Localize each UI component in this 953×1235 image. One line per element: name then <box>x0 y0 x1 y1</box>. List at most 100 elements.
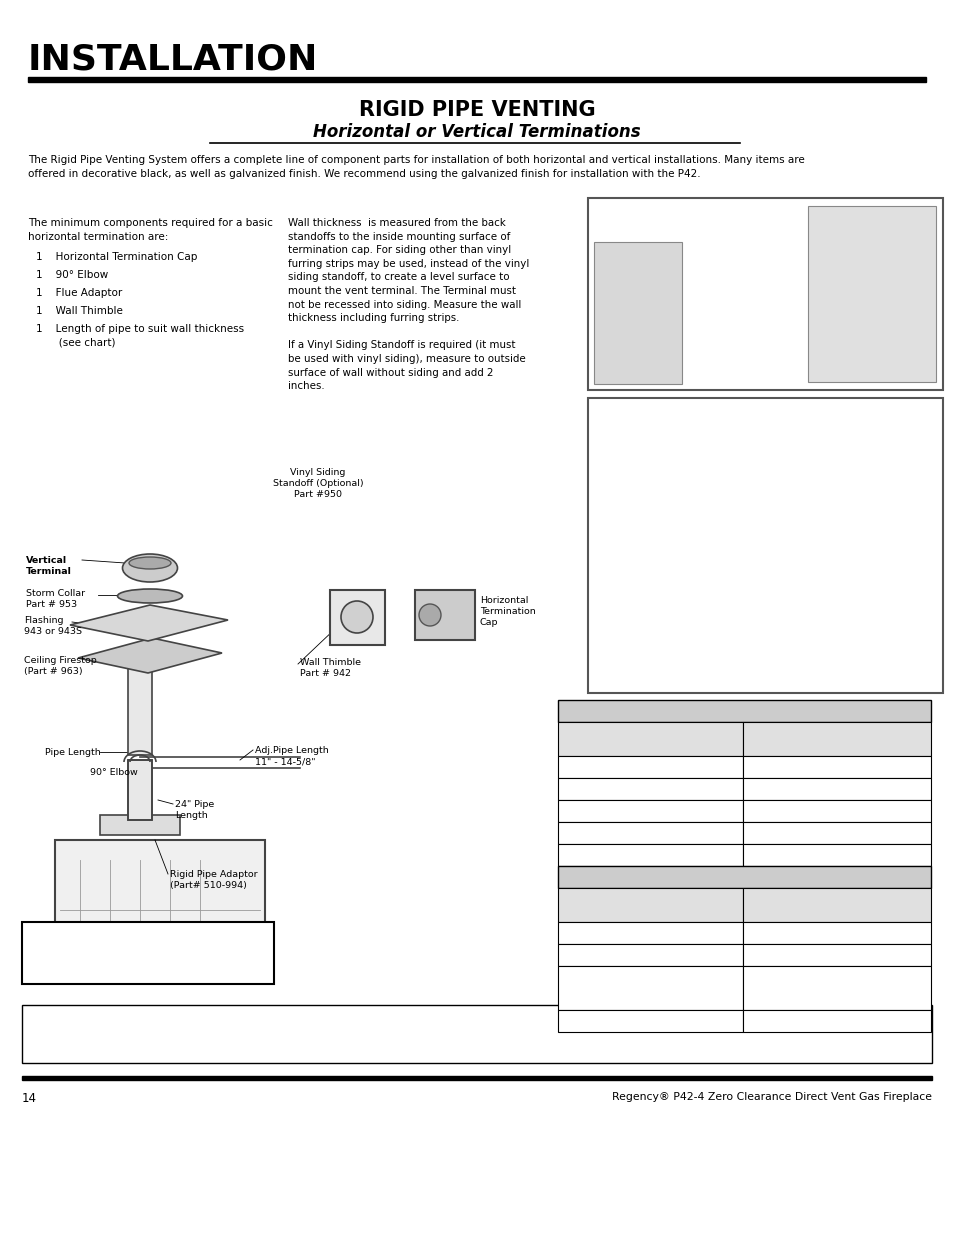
Text: 17" - 24" Adj. Pipe: 17" - 24" Adj. Pipe <box>791 948 882 958</box>
Bar <box>22 1076 931 1079</box>
Text: When using Rigid Vent other than
Simpson Dura-Vent, 3 screws must be
used to sec: When using Rigid Vent other than Simpson… <box>41 930 254 967</box>
Bar <box>587 198 942 390</box>
Text: Flashing
943 or 943S: Flashing 943 or 943S <box>24 616 82 636</box>
Bar <box>330 590 385 645</box>
Text: 1    Length of pipe to suit wall thickness
       (see chart): 1 Length of pipe to suit wall thickness … <box>36 324 244 347</box>
Polygon shape <box>78 638 222 673</box>
Text: Storm Collar
Part # 953: Storm Collar Part # 953 <box>26 589 85 609</box>
Text: 15"  -  23-1/2": 15" - 23-1/2" <box>615 848 685 858</box>
Text: Wall Thickness
(inches): Wall Thickness (inches) <box>608 892 692 914</box>
Bar <box>742 844 930 866</box>
Text: INSTALLATION: INSTALLATION <box>28 42 318 77</box>
Bar <box>742 1010 930 1032</box>
Bar <box>415 590 475 640</box>
Text: 4"   -   5-1/2": 4" - 5-1/2" <box>618 760 682 769</box>
Bar <box>558 844 742 866</box>
Bar <box>128 760 152 820</box>
Text: Alternate:
Horizontal
Riser Vent
Terminal
Part# 640-530/P: Alternate: Horizontal Riser Vent Termina… <box>596 261 667 314</box>
Bar <box>807 206 935 382</box>
Text: 24" Pipe
Length: 24" Pipe Length <box>174 800 214 820</box>
Text: 1    Flue Adaptor: 1 Flue Adaptor <box>36 288 122 298</box>
Text: 90° Elbow: 90° Elbow <box>90 768 137 777</box>
Bar <box>742 800 930 823</box>
Bar <box>128 655 152 755</box>
Bar <box>742 756 930 778</box>
Bar <box>128 760 152 820</box>
Bar <box>558 823 742 844</box>
Text: 14: 14 <box>22 1092 37 1105</box>
Text: 10"  -  11-1/2": 10" - 11-1/2" <box>615 804 685 814</box>
Text: Adj.Pipe Length
11" - 14-5/8": Adj.Pipe Length 11" - 14-5/8" <box>254 746 329 766</box>
Text: 1    Wall Thimble: 1 Wall Thimble <box>36 306 123 316</box>
Text: WARNING:: WARNING: <box>596 410 665 424</box>
Text: 7-1/4"  -   8-3/4": 7-1/4" - 8-3/4" <box>610 969 690 981</box>
Bar <box>558 756 742 778</box>
Bar <box>558 722 742 756</box>
Text: Rigid Pipe Adaptor
(Part# 510-994): Rigid Pipe Adaptor (Part# 510-994) <box>170 869 257 890</box>
Bar <box>558 923 742 944</box>
Text: The minimum components required for a basic
horizontal termination are:: The minimum components required for a ba… <box>28 219 273 242</box>
Text: Wall Thimble
Part # 942: Wall Thimble Part # 942 <box>299 658 360 678</box>
Text: Do not combine venting components from
different venting systems.

However use o: Do not combine venting components from d… <box>596 430 833 620</box>
Text: 6" + 12"
9" + 9": 6" + 12" 9" + 9" <box>815 969 858 993</box>
Bar <box>742 823 930 844</box>
Text: 9": 9" <box>831 782 841 792</box>
Text: 11" - 14-5/8" Adj. Pipe: 11" - 14-5/8" Adj. Pipe <box>781 926 891 936</box>
Bar <box>28 77 925 82</box>
Text: The FPI AstroCap™ and FPI Riser Vent terminal are certified for installations us: The FPI AstroCap™ and FPI Riser Vent ter… <box>26 1010 669 1044</box>
Bar <box>558 700 930 722</box>
Text: 3-1/4"  -   6-3/4": 3-1/4" - 6-3/4" <box>610 926 690 936</box>
Text: 6" + 9": 6" + 9" <box>818 1014 855 1024</box>
Bar <box>22 1005 931 1063</box>
Ellipse shape <box>117 589 182 603</box>
Polygon shape <box>70 605 228 641</box>
Text: 7-3/4"  -  16-1/4": 7-3/4" - 16-1/4" <box>608 948 692 958</box>
Bar <box>742 888 930 923</box>
Text: Alternate Snorkel
Termination Cap
Part #982 (14")
Part #981 (36"): Alternate Snorkel Termination Cap Part #… <box>692 256 768 299</box>
Bar <box>22 923 274 984</box>
Text: Vertical
Terminal: Vertical Terminal <box>26 556 71 576</box>
Bar <box>742 944 930 966</box>
Text: 6": 6" <box>831 760 841 769</box>
Ellipse shape <box>418 604 440 626</box>
Text: 17" - 24" Adj. Pipe: 17" - 24" Adj. Pipe <box>791 848 882 858</box>
Bar <box>558 944 742 966</box>
Bar <box>742 923 930 944</box>
Text: Flat Wall Installation: Flat Wall Installation <box>679 704 808 714</box>
Text: Vinyl Siding
Standoff (Optional)
Part #950: Vinyl Siding Standoff (Optional) Part #9… <box>273 468 363 499</box>
Bar <box>594 242 681 384</box>
Bar <box>742 722 930 756</box>
Text: Wall Thickness
(inches): Wall Thickness (inches) <box>608 726 692 748</box>
Text: 1    Horizontal Termination Cap: 1 Horizontal Termination Cap <box>36 252 197 262</box>
Text: Alternate
Horizontal
Termination Caps: Alternate Horizontal Termination Caps <box>704 210 825 254</box>
Bar <box>558 888 742 923</box>
Text: HOT: HOT <box>857 228 866 246</box>
Text: Corner Installation: Corner Installation <box>685 869 802 881</box>
Text: Horizontal or Vertical Terminations: Horizontal or Vertical Terminations <box>313 124 640 141</box>
Bar <box>742 966 930 1010</box>
Text: Horizontal
Termination
Cap: Horizontal Termination Cap <box>479 597 536 627</box>
Text: Pipe Length: Pipe Length <box>45 748 101 757</box>
Bar <box>558 1010 742 1032</box>
Bar <box>100 815 180 835</box>
Text: RIGID PIPE VENTING: RIGID PIPE VENTING <box>358 100 595 120</box>
Text: Vent Length
Required (inches): Vent Length Required (inches) <box>786 726 886 748</box>
Ellipse shape <box>129 557 171 569</box>
Text: 4-1/4"  -   5-3/4": 4-1/4" - 5-3/4" <box>610 1014 690 1024</box>
Ellipse shape <box>122 555 177 582</box>
Ellipse shape <box>340 601 373 634</box>
Bar <box>558 778 742 800</box>
Bar <box>742 778 930 800</box>
Text: 12": 12" <box>827 804 845 814</box>
Bar <box>587 398 942 693</box>
Text: Wall thickness  is measured from the back
standoffs to the inside mounting surfa: Wall thickness is measured from the back… <box>288 219 529 391</box>
Text: The Rigid Pipe Venting System offers a complete line of component parts for inst: The Rigid Pipe Venting System offers a c… <box>28 156 804 179</box>
Text: 1    90° Elbow: 1 90° Elbow <box>36 270 108 280</box>
Bar <box>558 866 930 888</box>
Bar <box>558 966 742 1010</box>
Text: Regency® P42-4 Zero Clearance Direct Vent Gas Fireplace: Regency® P42-4 Zero Clearance Direct Ven… <box>612 1092 931 1102</box>
Text: 11" - 14-5/8" Adj. Pipe: 11" - 14-5/8" Adj. Pipe <box>781 826 891 836</box>
Bar <box>558 800 742 823</box>
Text: Vent Length
Required (inches): Vent Length Required (inches) <box>786 892 886 914</box>
Text: 9"   -  14-1/2": 9" - 14-1/2" <box>616 826 683 836</box>
